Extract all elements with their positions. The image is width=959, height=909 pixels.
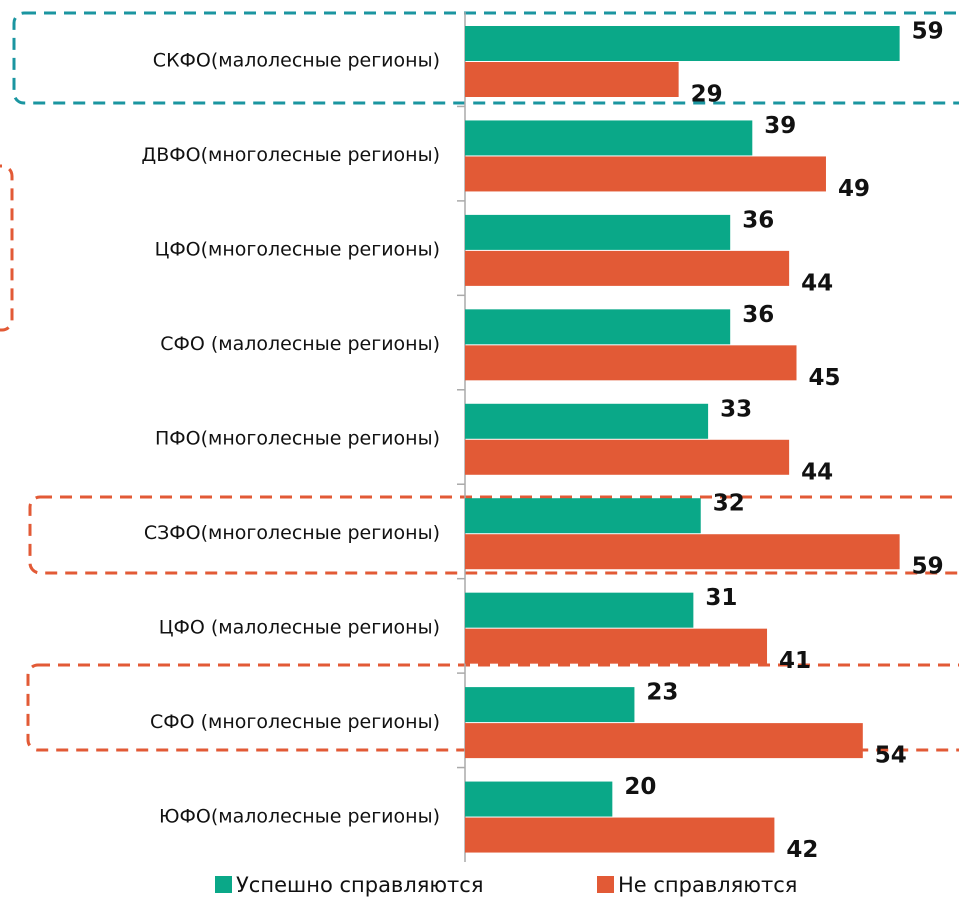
value-label: 39 (764, 113, 796, 139)
highlight-box (28, 495, 959, 575)
category-label: СФО (малолесные регионы) (160, 333, 440, 355)
bar (465, 345, 797, 381)
bar (465, 439, 790, 475)
value-label: 29 (691, 82, 723, 108)
value-label: 31 (705, 585, 737, 611)
bar (465, 498, 701, 534)
value-label: 33 (720, 396, 752, 422)
bar (465, 250, 790, 286)
category-label: ПФО(многолесные регионы) (155, 428, 440, 450)
value-label: 45 (809, 365, 841, 391)
value-label: 44 (801, 459, 833, 485)
highlight-box (0, 164, 14, 332)
value-label: 54 (875, 743, 907, 769)
value-label: 42 (786, 837, 818, 863)
legend-swatch (215, 876, 232, 893)
legend-swatch (597, 876, 614, 893)
legend-label: Не справляются (618, 873, 797, 897)
bar (465, 687, 635, 723)
bar (465, 120, 753, 156)
bar (465, 592, 694, 628)
bar (465, 62, 679, 97)
legend-label: Успешно справляются (236, 873, 483, 897)
value-label: 41 (779, 648, 811, 674)
bar (465, 817, 775, 853)
bar (465, 26, 900, 61)
category-label: СКФО(малолесные регионы) (153, 50, 440, 72)
category-label: СФО (многолесные регионы) (150, 711, 440, 733)
bar (465, 156, 826, 192)
value-label: 59 (912, 19, 944, 45)
value-label: 23 (646, 680, 678, 706)
value-label: 59 (912, 554, 944, 580)
value-label: 44 (801, 270, 833, 296)
bar (465, 403, 709, 439)
category-label: ЦФО(многолесные регионы) (155, 239, 440, 261)
bar (465, 781, 613, 817)
value-label: 36 (742, 302, 774, 328)
category-label: ЮФО(малолесные регионы) (159, 805, 440, 827)
value-label: 49 (838, 176, 870, 202)
bar (465, 214, 731, 250)
bar (465, 628, 768, 664)
value-label: 32 (713, 491, 745, 517)
highlight-box (12, 11, 959, 105)
category-label: ДВФО(многолесные регионы) (141, 144, 440, 166)
value-label: 36 (742, 207, 774, 233)
category-label: СЗФО(многолесные регионы) (144, 522, 440, 544)
value-label: 20 (624, 774, 656, 800)
bar (465, 534, 900, 570)
bar (465, 309, 731, 345)
category-label: ЦФО (малолесные регионы) (159, 616, 440, 638)
bar (465, 723, 863, 759)
